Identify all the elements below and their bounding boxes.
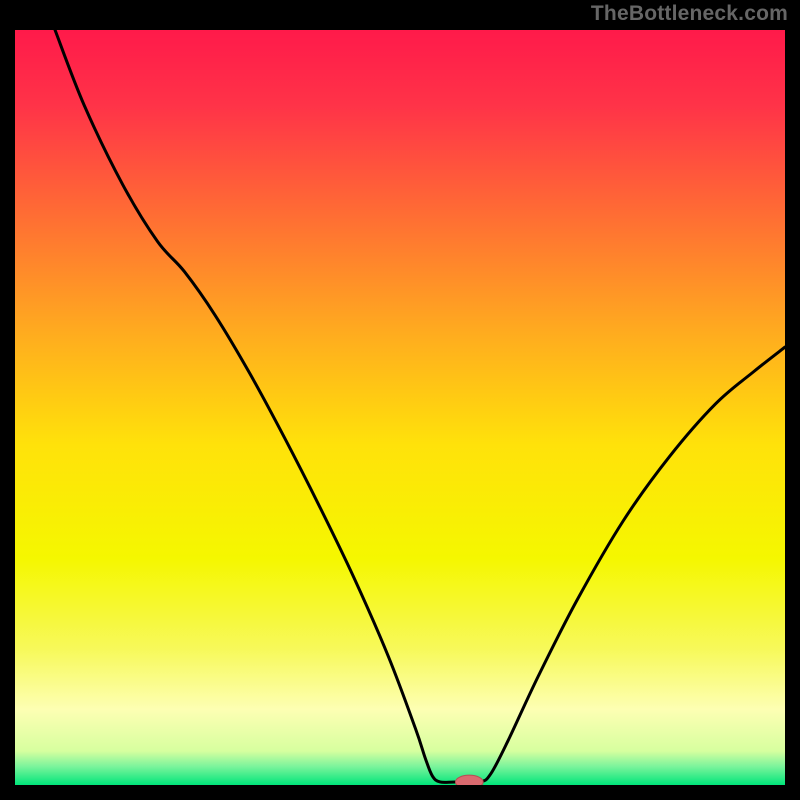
watermark-text: TheBottleneck.com — [591, 2, 788, 26]
optimal-marker — [455, 775, 483, 785]
plot-area — [15, 30, 785, 785]
gradient-background — [15, 30, 785, 785]
chart-frame: TheBottleneck.com — [0, 0, 800, 800]
bottleneck-chart — [15, 30, 785, 785]
